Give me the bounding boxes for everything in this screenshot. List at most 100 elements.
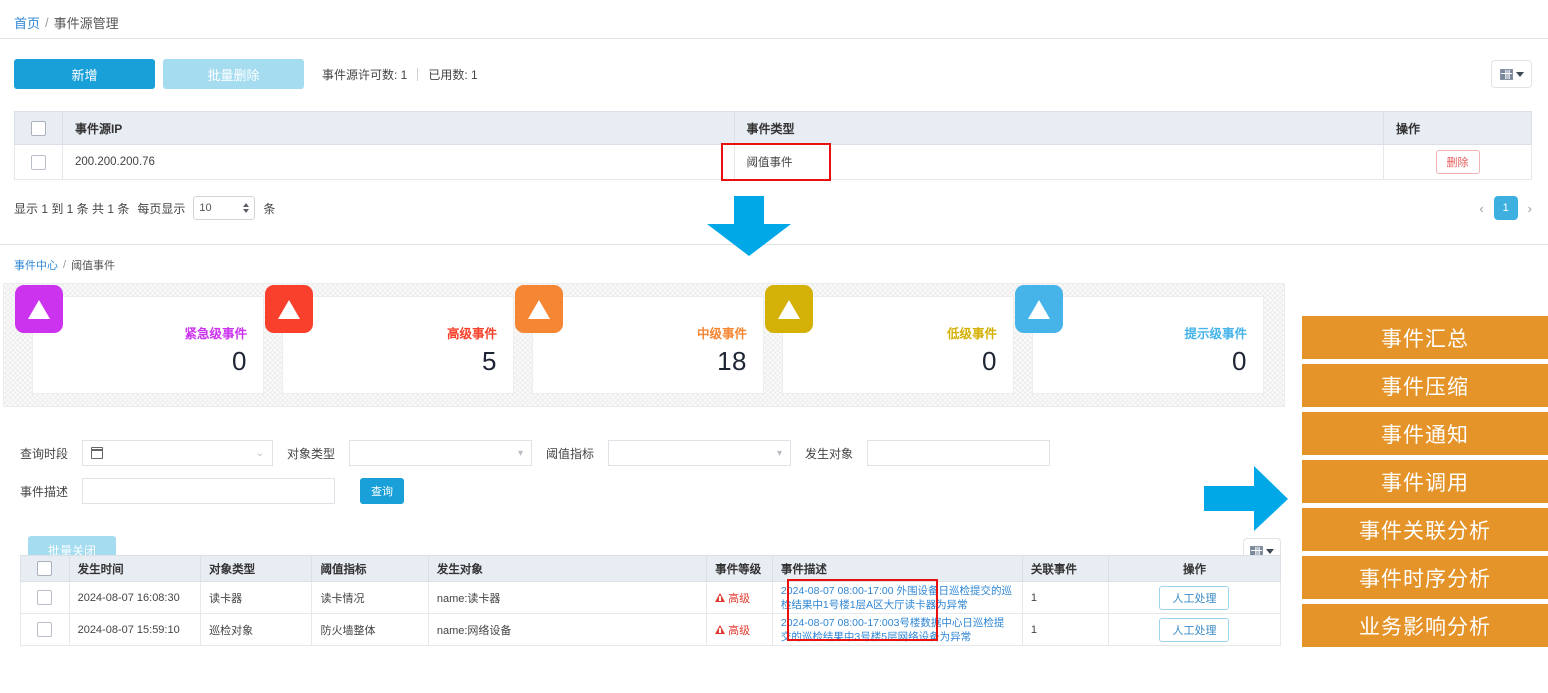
cell-event-type: 阈值事件 xyxy=(733,144,1385,180)
event-description-link[interactable]: 2024-08-07 08:00-17:00 外围设备日巡检提交的巡检结果中1号… xyxy=(780,584,1013,611)
side-menu-item-business-impact[interactable]: 业务影响分析 xyxy=(1302,604,1548,647)
side-menu-item-event-dispatch[interactable]: 事件调用 xyxy=(1302,460,1548,503)
stat-card-high[interactable]: 高级事件 5 xyxy=(265,285,514,394)
occur-object-label: 发生对象 xyxy=(805,446,854,461)
row-checkbox[interactable] xyxy=(30,154,46,170)
stat-card-label: 提示级事件 xyxy=(1184,327,1247,341)
license-info: 事件源许可数: 1 已用数: 1 xyxy=(322,66,478,83)
breadcrumb-home-link[interactable]: 首页 xyxy=(14,16,41,31)
table-header-row: 事件源IP 事件类型 操作 xyxy=(14,111,1532,145)
stat-card-body: 低级事件 0 xyxy=(947,323,997,377)
chevron-down-icon: ▾ xyxy=(776,447,782,459)
col-header-object: 发生对象 xyxy=(427,555,708,582)
level-badge: 高级 xyxy=(715,590,750,606)
cell-object-type: 读卡器 xyxy=(200,581,313,614)
select-all-checkbox[interactable] xyxy=(30,120,46,136)
table-row: 2024-08-07 15:59:10 巡检对象 防火墙整体 name:网络设备… xyxy=(20,613,1282,646)
prev-page-button[interactable]: ‹ xyxy=(1479,200,1484,216)
alert-triangle-icon xyxy=(265,285,313,333)
cell-related: 1 xyxy=(1021,581,1109,614)
stat-card-body: 高级事件 5 xyxy=(447,323,497,377)
stat-card-label: 紧急级事件 xyxy=(184,327,247,341)
query-button[interactable]: 查询 xyxy=(360,478,404,504)
col-header-level: 事件等级 xyxy=(706,555,773,582)
license-count-label: 事件源许可数: 1 xyxy=(322,67,408,82)
row-select-cell xyxy=(14,144,63,180)
cell-description: 2024-08-07 08:00-17:003号楼数据中心日巡检提交的巡检结果中… xyxy=(771,613,1023,646)
side-menu-item-event-summary[interactable]: 事件汇总 xyxy=(1302,316,1548,359)
stat-card-urgent[interactable]: 紧急级事件 0 xyxy=(15,285,264,394)
chevron-down-icon: ▾ xyxy=(517,447,523,459)
threshold-select[interactable]: ▾ xyxy=(608,440,791,466)
cell-action: 人工处理 xyxy=(1107,581,1282,614)
row-checkbox[interactable] xyxy=(37,622,53,637)
pagination-summary-group: 显示 1 到 1 条 共 1 条 每页显示 10 条 xyxy=(14,196,275,220)
occur-object-input[interactable] xyxy=(867,440,1050,466)
stat-card-low[interactable]: 低级事件 0 xyxy=(765,285,1014,394)
col-header-object-type: 对象类型 xyxy=(200,555,313,582)
cell-level: 高级 xyxy=(706,613,773,646)
side-menu-item-event-compression[interactable]: 事件压缩 xyxy=(1302,364,1548,407)
stat-card-label: 中级事件 xyxy=(696,327,747,341)
col-header-threshold: 阈值指标 xyxy=(311,555,429,582)
page-number-1[interactable]: 1 xyxy=(1493,196,1518,220)
description-input[interactable] xyxy=(82,478,335,504)
col-header-source-ip: 事件源IP xyxy=(61,111,735,145)
time-range-input[interactable]: ⌄ xyxy=(82,440,273,466)
down-arrow-annotation xyxy=(707,196,791,256)
delete-button[interactable]: 删除 xyxy=(1435,150,1480,174)
license-divider xyxy=(417,67,419,81)
side-menu-item-event-notification[interactable]: 事件通知 xyxy=(1302,412,1548,455)
breadcrumb-current: 阈值事件 xyxy=(71,260,116,272)
toolbar-top: 新增 批量删除 事件源许可数: 1 已用数: 1 xyxy=(14,59,478,89)
col-header-time: 发生时间 xyxy=(68,555,202,582)
event-source-table: 事件源IP 事件类型 操作 200.200.200.76 阈值事件 删除 xyxy=(14,111,1532,180)
chevron-down-icon xyxy=(1515,71,1524,77)
col-header-action: 操作 xyxy=(1383,111,1532,145)
stat-card-value: 5 xyxy=(482,346,497,376)
column-chooser-button-top[interactable] xyxy=(1491,60,1532,88)
breadcrumb-separator: / xyxy=(45,15,49,30)
add-button[interactable]: 新增 xyxy=(14,59,155,89)
batch-delete-button[interactable]: 批量删除 xyxy=(163,59,304,89)
per-page-value: 10 xyxy=(199,202,212,214)
breadcrumb-bottom: 事件中心 / 阈值事件 xyxy=(14,257,115,273)
pagination-controls: ‹ 1 › xyxy=(1479,196,1532,220)
threshold-label: 阈值指标 xyxy=(546,446,595,461)
stat-card-value: 0 xyxy=(232,346,247,376)
event-description-link[interactable]: 2024-08-07 08:00-17:003号楼数据中心日巡检提交的巡检结果中… xyxy=(780,616,1005,643)
pagination-top: 显示 1 到 1 条 共 1 条 每页显示 10 条 ‹ 1 › xyxy=(14,196,1532,220)
side-menu: 事件汇总 事件压缩 事件通知 事件调用 事件关联分析 事件时序分析 业务影响分析 xyxy=(1302,316,1548,652)
time-range-label: 查询时段 xyxy=(20,446,69,461)
col-header-description: 事件描述 xyxy=(771,555,1023,582)
used-count-label: 已用数: 1 xyxy=(428,67,478,82)
side-menu-item-event-correlation[interactable]: 事件关联分析 xyxy=(1302,508,1548,551)
alert-triangle-icon xyxy=(15,285,63,333)
stat-card-medium[interactable]: 中级事件 18 xyxy=(515,285,764,394)
manual-handle-button[interactable]: 人工处理 xyxy=(1159,585,1230,610)
filter-panel: 查询时段 ⌄ 对象类型 ▾ 阈值指标 ▾ 发生对象 事件描述 xyxy=(20,440,1050,516)
warning-triangle-icon xyxy=(715,593,726,602)
breadcrumb-top: 首页 / 事件源管理 xyxy=(14,13,119,32)
side-menu-item-event-sequence[interactable]: 事件时序分析 xyxy=(1302,556,1548,599)
table-row: 2024-08-07 16:08:30 读卡器 读卡情况 name:读卡器 高级… xyxy=(20,581,1282,614)
select-all-checkbox[interactable] xyxy=(37,561,53,576)
divider-top xyxy=(0,38,1548,39)
col-header-related: 关联事件 xyxy=(1021,555,1109,582)
col-header-event-type: 事件类型 xyxy=(733,111,1385,145)
per-page-select[interactable]: 10 xyxy=(193,196,256,220)
cell-threshold: 防火墙整体 xyxy=(311,613,429,646)
row-select-cell xyxy=(20,613,70,646)
alert-triangle-icon xyxy=(765,285,813,333)
manual-handle-button[interactable]: 人工处理 xyxy=(1159,617,1230,642)
next-page-button[interactable]: › xyxy=(1527,200,1532,216)
stat-card-notice[interactable]: 提示级事件 0 xyxy=(1015,285,1264,394)
filter-row-2: 事件描述 查询 xyxy=(20,478,1050,504)
cell-object: name:读卡器 xyxy=(427,581,708,614)
row-checkbox[interactable] xyxy=(37,590,53,605)
cell-action: 人工处理 xyxy=(1107,613,1282,646)
stat-card-label: 低级事件 xyxy=(946,327,997,341)
breadcrumb-event-center-link[interactable]: 事件中心 xyxy=(14,260,58,272)
object-type-select[interactable]: ▾ xyxy=(349,440,532,466)
stat-card-label: 高级事件 xyxy=(446,327,497,341)
